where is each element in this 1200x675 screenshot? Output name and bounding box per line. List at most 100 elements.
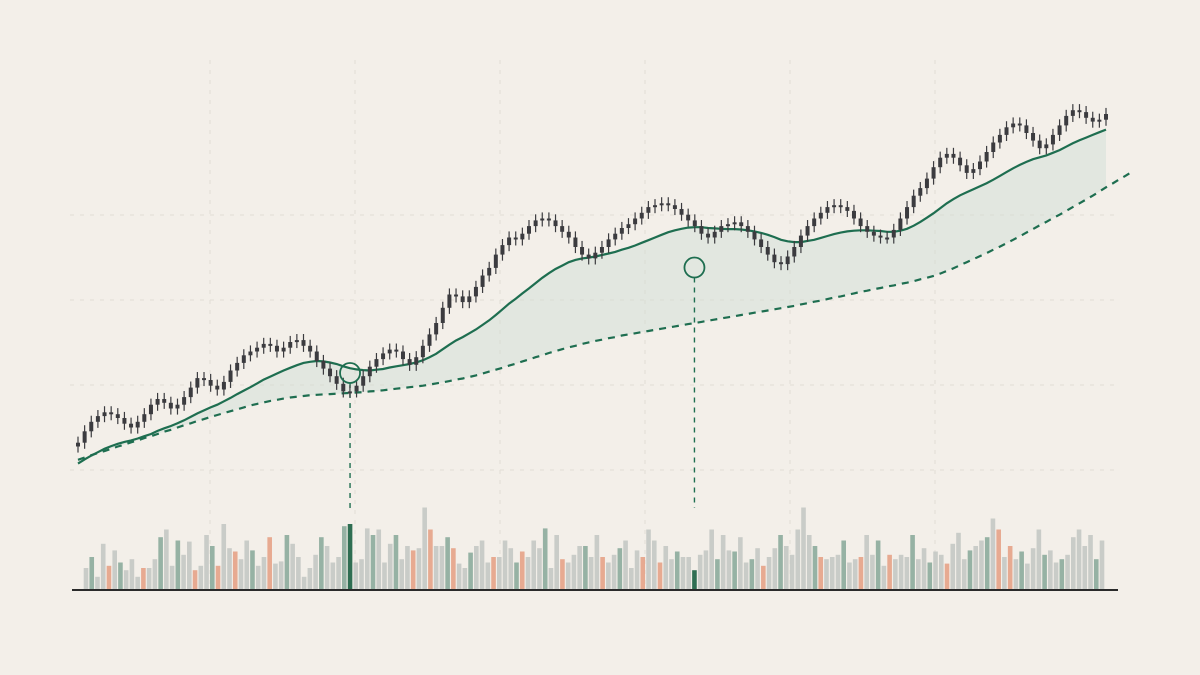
candle [381,347,386,366]
candle-body [560,226,565,232]
volume-bar [1082,546,1088,590]
candle-body [838,205,843,208]
volume-bar [135,576,140,590]
candle-body [891,229,896,238]
candle-body [672,205,677,209]
volume-bar [898,554,904,590]
volume-bar [433,546,439,590]
volume-bar [204,535,209,590]
volume-bar [336,557,341,590]
volume-bar [428,529,433,590]
volume-bar [479,540,485,590]
candle [115,408,120,425]
volume-bar [606,562,611,590]
volume-bar [858,557,864,590]
candle-body [938,157,943,168]
candle [155,392,160,411]
volume-bar [215,565,221,590]
volume-bars [83,507,1105,590]
candle-body [818,212,823,219]
candle [560,220,565,238]
volume-bar [485,562,491,590]
candle-body [679,209,684,215]
slow-ma-line [77,170,1134,461]
volume-bar [680,557,686,590]
candle [779,256,784,271]
volume-bar [910,535,915,590]
volume-bar [887,554,892,590]
volume-bar [686,557,692,590]
candle [732,216,737,231]
candle-body [885,237,890,240]
candle [825,201,830,219]
candle [958,151,963,172]
volume-bar [255,565,261,590]
candle [328,362,333,383]
candle-body [208,380,213,386]
volume-bar [726,550,732,590]
volume-bar [703,550,709,590]
candle-body [798,235,803,247]
candle [334,370,339,390]
candle-body [1024,125,1029,133]
candle-body [467,296,472,303]
candle-body [1017,123,1022,126]
volume-bar [118,562,123,590]
candle [785,250,790,271]
volume-bar [875,540,881,590]
volume-bar [548,568,554,590]
candle-body [759,239,764,247]
candle [593,246,598,265]
candle [944,147,949,164]
candle [440,301,445,330]
volume-bar [904,557,910,590]
volume-bar [1093,559,1099,590]
volume-bar [847,562,852,590]
volume-bar [646,529,651,590]
volume-bar [1042,554,1047,590]
volume-bar [232,551,238,590]
signal-markers [339,256,706,384]
candle [407,353,412,371]
candle-body [507,237,512,246]
volume-bar [393,535,399,590]
candle [1090,111,1095,128]
candle [858,212,863,233]
candle-body [301,340,306,346]
candle-body [706,233,711,238]
volume-bar [376,529,382,590]
candle-body [653,205,658,208]
volume-bar [175,540,181,590]
candle [845,201,850,217]
candle-body [1090,117,1095,122]
candle [1044,138,1049,155]
candle-body [175,404,180,409]
candle-body [440,307,445,323]
candle [905,201,910,225]
candle-body [619,228,624,234]
candle [573,231,578,254]
candle-body [76,442,80,447]
volume-bar [508,548,514,590]
candle [1004,121,1009,141]
volume-bar [789,554,795,590]
volume-bar [864,535,869,590]
volume-bar [749,559,755,590]
candle [1011,117,1016,134]
candle-body [931,167,936,179]
candle-body [1064,115,1069,126]
volume-bar [307,568,313,590]
volume-bar [743,562,749,590]
candle-body [361,376,366,386]
volume-bar [881,565,887,590]
candle-body [851,210,856,219]
volume-bar [1088,535,1093,590]
volume-bar [227,548,232,590]
volume-bar [514,562,519,590]
volume-bar [1013,559,1019,590]
volume-bar [571,554,577,590]
candle-body [692,220,697,227]
volume-bar [531,540,537,590]
candle-body [1050,134,1055,145]
candle [692,214,697,233]
